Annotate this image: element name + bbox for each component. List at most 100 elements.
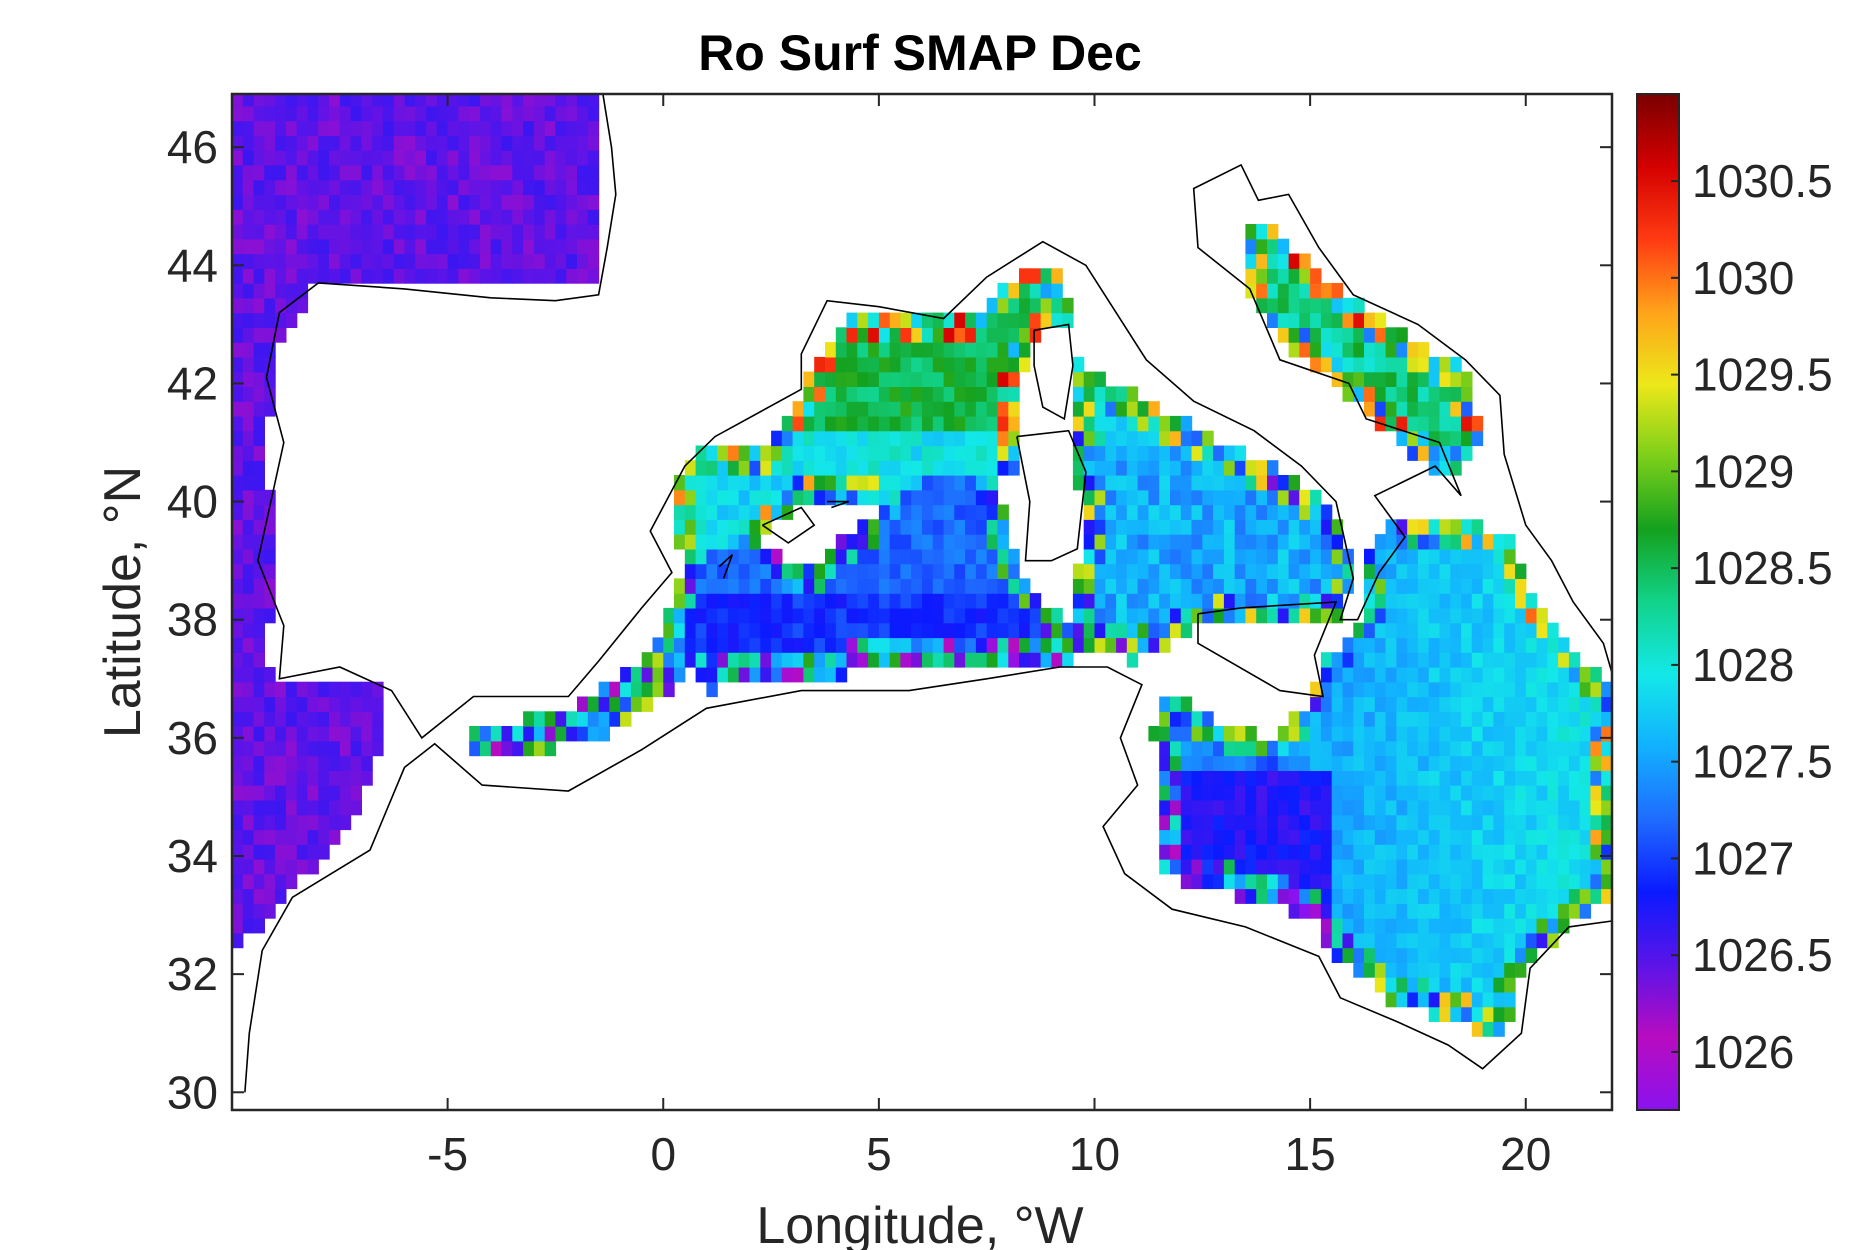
heatmap-cell (954, 534, 966, 550)
heatmap-cell (1116, 622, 1128, 639)
heatmap-cell (922, 475, 934, 491)
heatmap-cell (253, 844, 265, 860)
heatmap-cell (857, 475, 869, 491)
heatmap-cell (803, 460, 815, 476)
heatmap-cell (1148, 519, 1160, 535)
heatmap-cell (1083, 548, 1096, 565)
heatmap-cell (372, 268, 384, 284)
heatmap-cell (1536, 888, 1548, 904)
heatmap-cell (695, 534, 707, 550)
heatmap-cell (1331, 548, 1344, 565)
heatmap-cell (1116, 563, 1128, 579)
heatmap-cell (943, 356, 955, 373)
heatmap-cell (329, 770, 341, 786)
heatmap-cell (1234, 844, 1247, 860)
heatmap-cell (1180, 873, 1193, 890)
heatmap-cell (781, 489, 794, 506)
heatmap-cell (1320, 356, 1333, 373)
heatmap-cell (900, 415, 912, 432)
heatmap-cell (1191, 740, 1203, 757)
heatmap-cell (1180, 785, 1193, 801)
heatmap-cell (1213, 519, 1225, 535)
heatmap-cell (1385, 622, 1397, 639)
heatmap-cell (1072, 460, 1085, 476)
heatmap-cell (1450, 844, 1462, 860)
heatmap-cell (674, 475, 686, 491)
heatmap-cell (911, 386, 923, 402)
heatmap-cell (544, 268, 557, 284)
heatmap-cell (1191, 844, 1203, 860)
heatmap-cell (1245, 519, 1257, 535)
heatmap-cell (889, 622, 902, 639)
heatmap-cell (1148, 607, 1160, 624)
heatmap-cell (1331, 799, 1344, 816)
heatmap-cell (1288, 519, 1300, 535)
colorbar-tick-label: 1029.5 (1692, 349, 1833, 401)
heatmap-cell (889, 652, 902, 668)
heatmap-cell (415, 105, 427, 122)
heatmap-cell (1331, 696, 1344, 712)
heatmap-cell (803, 593, 815, 609)
heatmap-cell (1202, 726, 1214, 742)
heatmap-cell (501, 164, 513, 181)
heatmap-cell (458, 253, 470, 269)
heatmap-cell (232, 814, 244, 831)
heatmap-cell (1601, 888, 1612, 904)
heatmap-cell (857, 607, 869, 624)
heatmap-cell (318, 164, 330, 181)
heatmap-cell (1202, 607, 1214, 624)
heatmap-cell (264, 548, 276, 565)
heatmap-cell (1310, 814, 1322, 831)
heatmap-cell (1256, 489, 1268, 506)
heatmap-cell (997, 637, 1009, 653)
heatmap-cell (900, 504, 912, 520)
heatmap-cell (1450, 622, 1462, 639)
heatmap-cell (275, 726, 287, 742)
heatmap-cell (523, 120, 535, 136)
heatmap-cell (329, 799, 341, 816)
heatmap-cell (1170, 489, 1182, 506)
heatmap-cell (1385, 873, 1397, 890)
heatmap-cell (253, 475, 265, 491)
heatmap-cell (1547, 696, 1559, 712)
heatmap-cell (749, 593, 761, 609)
heatmap-cell (1471, 859, 1484, 875)
heatmap-cell (1439, 829, 1451, 845)
heatmap-cell (329, 209, 341, 225)
heatmap-cell (1029, 622, 1042, 639)
heatmap-cell (986, 460, 999, 476)
heatmap-cell (975, 371, 988, 387)
heatmap-cell (1191, 548, 1203, 565)
heatmap-cell (1267, 844, 1279, 860)
heatmap-cell (318, 120, 330, 136)
heatmap-cell (1331, 563, 1344, 579)
heatmap-cell (1223, 563, 1236, 579)
heatmap-cell (232, 504, 244, 520)
heatmap-cell (1094, 371, 1106, 387)
heatmap-cell (1536, 770, 1548, 786)
heatmap-cell (1579, 873, 1592, 890)
heatmap-cell (339, 194, 352, 210)
heatmap-cell (609, 681, 621, 698)
heatmap-cell (1288, 888, 1300, 904)
heatmap-cell (329, 726, 341, 742)
heatmap-cell (975, 519, 988, 535)
heatmap-cell (275, 283, 287, 299)
heatmap-cell (1525, 593, 1538, 609)
heatmap-cell (1331, 607, 1344, 624)
heatmap-cell (1439, 844, 1451, 860)
heatmap-cell (900, 460, 912, 476)
heatmap-cell (857, 593, 869, 609)
heatmap-cell (1407, 563, 1419, 579)
heatmap-cell (1256, 548, 1268, 565)
heatmap-cell (1331, 667, 1344, 683)
heatmap-cell (792, 430, 804, 447)
heatmap-cell (1299, 859, 1311, 875)
heatmap-cell (1417, 814, 1430, 831)
heatmap-cell (1364, 799, 1376, 816)
heatmap-cell (878, 548, 891, 565)
heatmap-cell (868, 460, 880, 476)
heatmap-cell (1245, 460, 1257, 476)
heatmap-cell (232, 268, 244, 284)
heatmap-cell (1051, 297, 1063, 314)
